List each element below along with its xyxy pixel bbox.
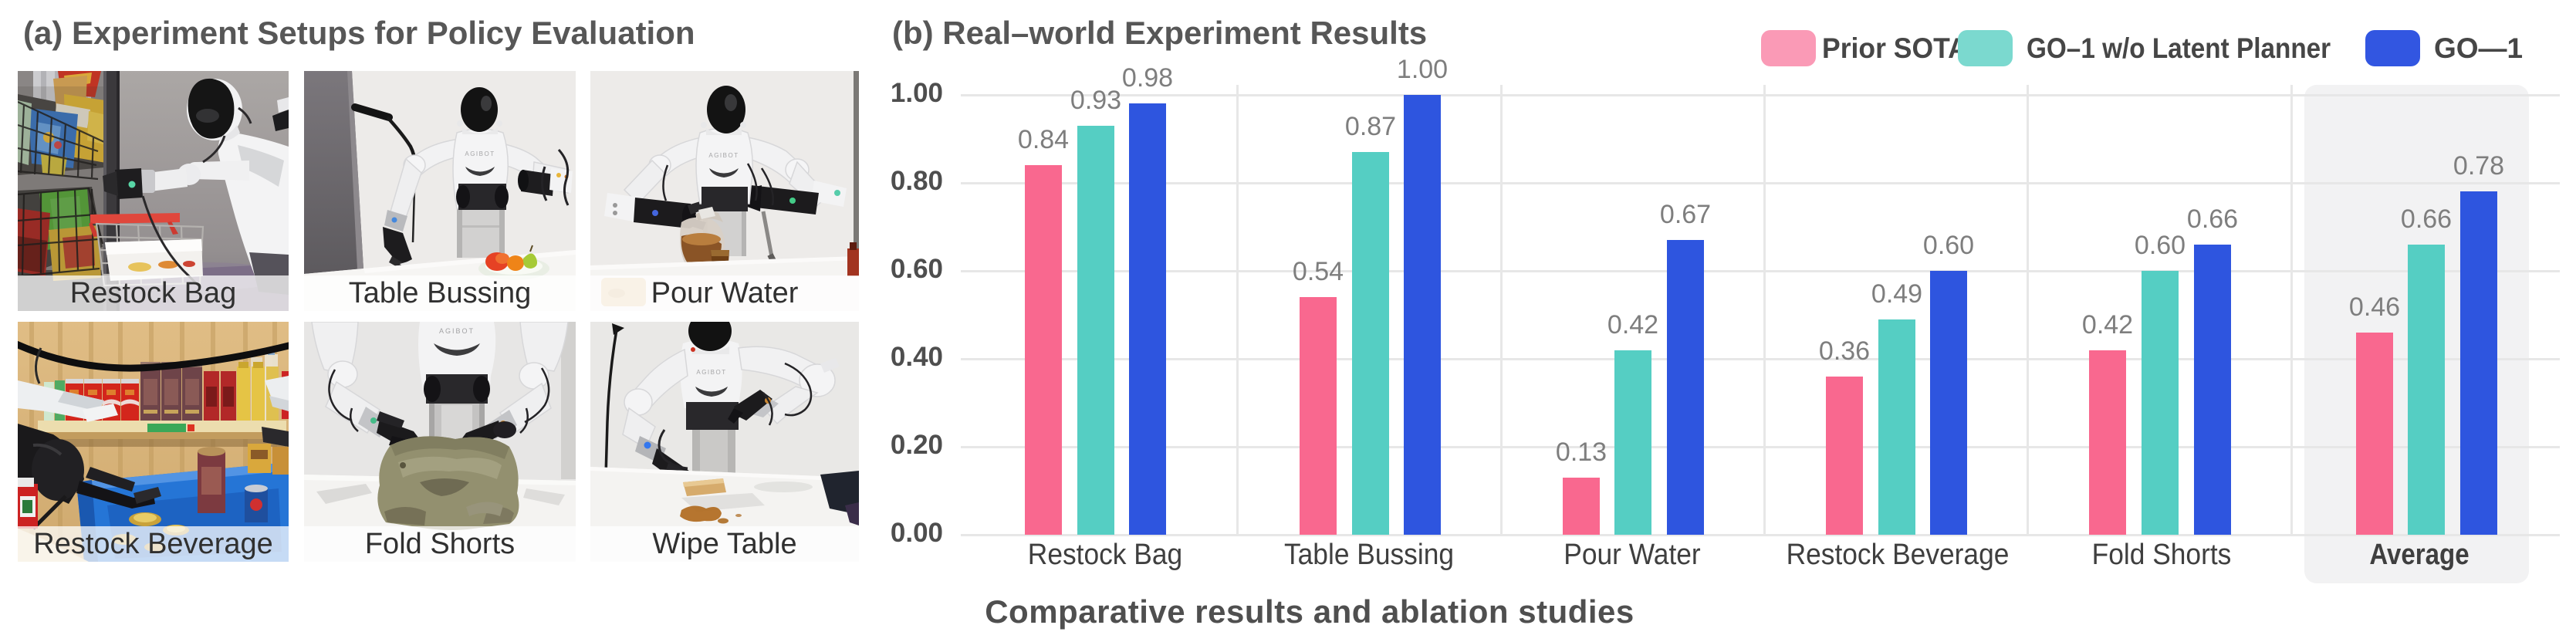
- svg-text:AGIBOT: AGIBOT: [708, 152, 739, 159]
- svg-text:AGIBOT: AGIBOT: [465, 150, 495, 157]
- svg-text:AGIBOT: AGIBOT: [696, 369, 726, 376]
- svg-text:AGIBOT: AGIBOT: [439, 327, 475, 335]
